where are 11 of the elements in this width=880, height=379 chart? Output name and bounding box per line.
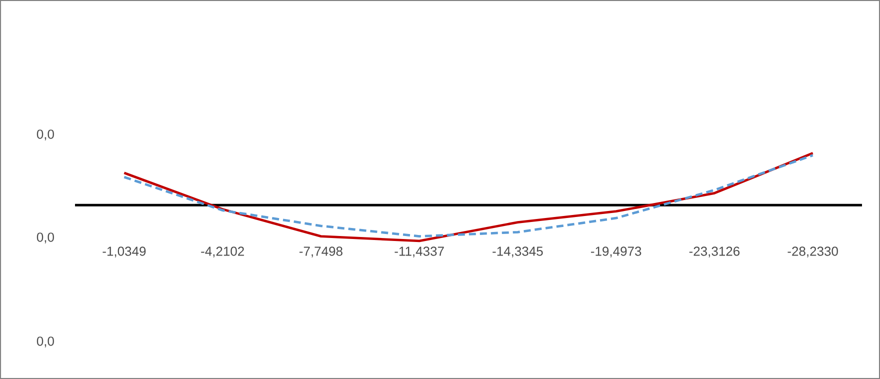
x-tick-label: -4,2102 [201,246,244,258]
text: 0,0 [36,232,54,244]
text: 0,0 [36,336,54,348]
x-tick-label: -1,0349 [102,246,146,258]
x-tick-label: -14,3345 [492,246,543,258]
x-tick-label: -7,7498 [299,246,342,258]
x-tick-label: -11,4337 [394,246,444,258]
x-tick-label: -28,2330 [788,246,838,258]
x-tick-label: -19,4973 [590,246,642,258]
x-tick-label: -23,3126 [689,246,740,258]
text: 0,0 [36,130,54,140]
